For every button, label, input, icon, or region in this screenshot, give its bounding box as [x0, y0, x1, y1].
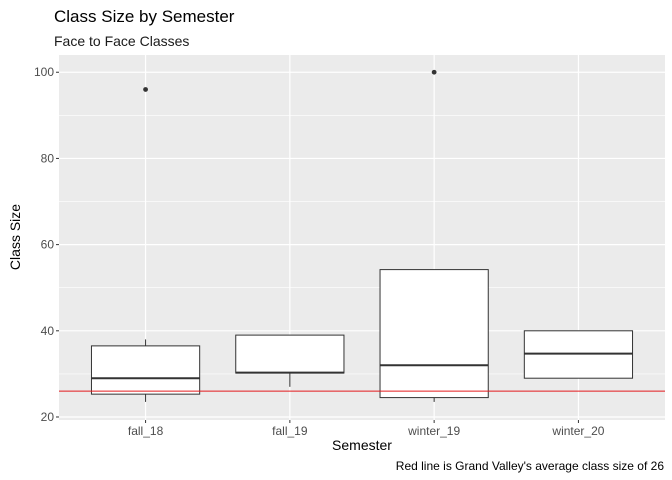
y-axis-title: Class Size [7, 204, 23, 270]
box-iqr [379, 269, 489, 399]
box-fall_19 [235, 334, 345, 387]
box-winter_20 [523, 330, 634, 379]
y-tick-label: 60 [41, 238, 55, 252]
y-tick-label: 100 [34, 65, 54, 79]
outlier-point [431, 69, 437, 75]
box-iqr [235, 334, 345, 374]
chart-caption: Red line is Grand Valley's average class… [396, 459, 665, 473]
x-tick-label: fall_18 [128, 424, 164, 438]
outlier-point [143, 87, 148, 92]
x-axis-title: Semester [332, 437, 392, 453]
chart-subtitle: Face to Face Classes [54, 33, 189, 49]
x-tick-label: winter_19 [407, 424, 460, 438]
y-tick-label: 40 [41, 324, 55, 338]
x-tick-label: fall_19 [272, 424, 308, 438]
box-fall_18 [90, 87, 201, 402]
x-tick-label: winter_20 [551, 424, 604, 438]
y-tick-label: 20 [41, 410, 55, 424]
chart-title: Class Size by Semester [54, 7, 235, 26]
y-tick-label: 80 [41, 151, 55, 165]
box-winter_19 [379, 69, 489, 402]
boxes-layer [90, 69, 634, 402]
tick-labels: 20 40 60 80 100 fall_18 fall_19 winter_19 winter… [34, 65, 605, 438]
box-iqr [90, 345, 201, 395]
